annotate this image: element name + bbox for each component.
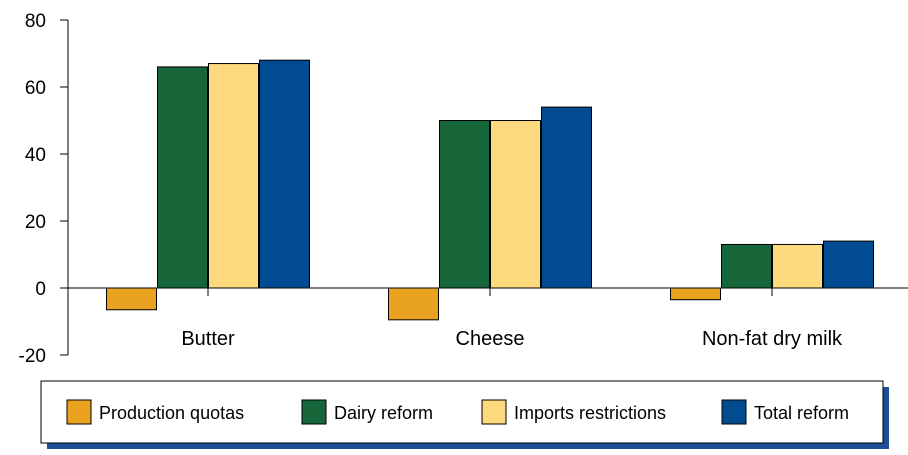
bar-total-reform-cheese — [541, 106, 592, 289]
legend-label-production-quotas: Production quotas — [99, 403, 244, 423]
category-label-cheese: Cheese — [456, 328, 525, 350]
category-label-non-fat-dry-milk: Non-fat dry milk — [702, 328, 843, 350]
y-tick-label: -20 — [19, 346, 46, 367]
bar-imports-restrictions-non-fat-dry-milk — [772, 243, 823, 289]
bar-imports-restrictions-cheese — [490, 120, 541, 289]
legend-swatch-imports-restrictions — [481, 399, 507, 425]
legend-swatch-total-reform — [721, 399, 747, 425]
bar-production-quotas-cheese — [388, 287, 439, 321]
legend-label-total-reform: Total reform — [754, 403, 849, 423]
bar-total-reform-non-fat-dry-milk — [823, 240, 874, 289]
labels: Butter Cheese Non-fat dry milk — [181, 328, 843, 350]
y-tick-label: 80 — [25, 11, 46, 32]
bar-imports-restrictions-butter — [208, 63, 259, 289]
legend-label-dairy-reform: Dairy reform — [334, 403, 433, 423]
legend: Production quotas Dairy reform Imports res… — [40, 380, 889, 449]
y-tick-label: 60 — [25, 78, 46, 99]
y-tick-label: 40 — [25, 145, 46, 166]
bar-production-quotas-non-fat-dry-milk — [670, 287, 721, 301]
legend-label-imports-restrictions: Imports restrictions — [514, 403, 666, 423]
bar-total-reform-butter — [259, 59, 310, 289]
bar-production-quotas-butter — [106, 287, 157, 311]
category-label-butter: Butter — [181, 328, 235, 350]
bars — [106, 59, 874, 321]
bar-dairy-reform-non-fat-dry-milk — [721, 243, 772, 289]
bar-dairy-reform-cheese — [439, 120, 490, 289]
legend-swatch-production-quotas — [66, 399, 92, 425]
legend-swatch-dairy-reform — [301, 399, 327, 425]
bar-dairy-reform-butter — [157, 66, 208, 289]
y-tick-label: 20 — [25, 212, 46, 233]
y-tick-label: 0 — [35, 279, 46, 300]
